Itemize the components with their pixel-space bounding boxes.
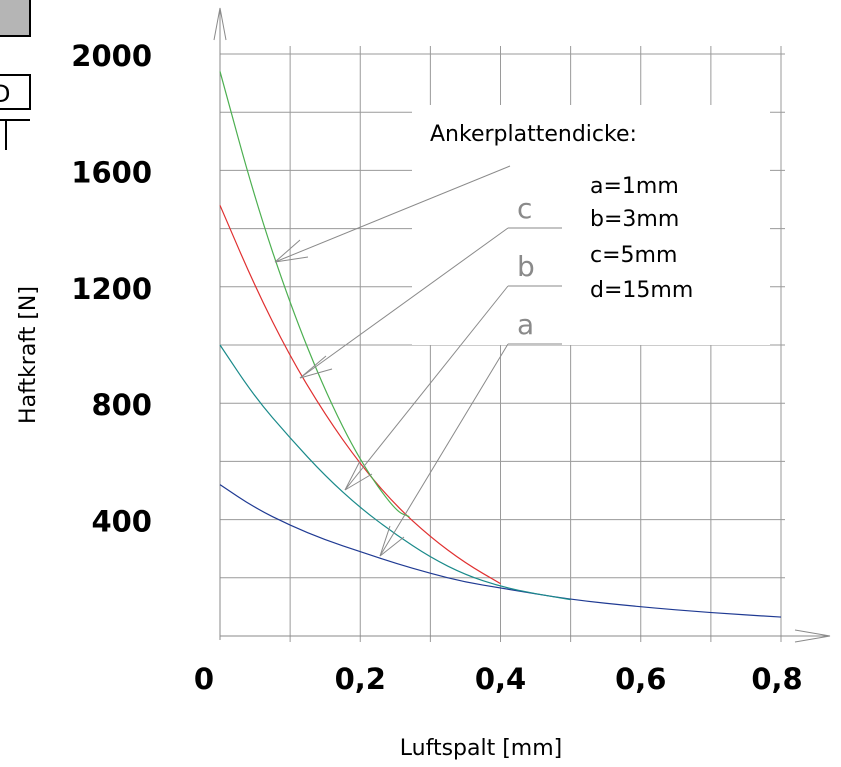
- curve-label-a: a: [517, 308, 534, 341]
- leader-a-arrowhead: [379, 525, 405, 557]
- curve-label-c: c: [517, 192, 532, 225]
- leader-b-arrowhead: [344, 460, 373, 491]
- leader-d: [274, 165, 511, 263]
- y-tick-label: 2000: [71, 39, 152, 73]
- curve-label-b: b: [517, 250, 535, 283]
- series-line-c: [219, 205, 501, 585]
- x-tick-label: 0,6: [615, 662, 666, 696]
- y-tick-label: 400: [91, 505, 152, 539]
- series-line-b: [219, 344, 571, 601]
- legend-entry-b: b=3mm: [590, 207, 679, 232]
- leader-c: [299, 227, 509, 379]
- y-tick-label: 800: [91, 388, 152, 422]
- legend-entry-d: d=15mm: [590, 278, 693, 303]
- x-axis-label: Luftspalt [mm]: [400, 736, 562, 761]
- fragment-box-text: D: [0, 80, 10, 108]
- x-tick-label: 0,2: [335, 662, 386, 696]
- ticks-group: 400 800 1200 1600 2000 0 0,2 0,4 0,6 0,8: [71, 39, 802, 696]
- fragment-outline-box: [0, 74, 31, 110]
- y-tick-label: 1200: [71, 272, 152, 306]
- leader-c-arrowhead: [299, 355, 333, 379]
- series-line-a: [219, 484, 782, 618]
- series-line-d: [219, 71, 410, 518]
- y-axis-label: Haftkraft [N]: [16, 286, 41, 424]
- leader-a: [379, 343, 509, 557]
- x-tick-label: 0,8: [751, 662, 802, 696]
- legend-entry-c: c=5mm: [590, 243, 677, 268]
- legend-box: [412, 105, 770, 345]
- x-tick-label: 0: [194, 662, 214, 696]
- leader-d-arrowhead: [274, 239, 309, 263]
- x-tick-label: 0,4: [475, 662, 526, 696]
- leader-b: [344, 285, 509, 491]
- series-group: [219, 71, 782, 618]
- y-tick-label: 1600: [71, 155, 152, 189]
- legend-title: Ankerplattendicke:: [430, 122, 637, 147]
- axes: [213, 7, 831, 643]
- x-axis-arrowhead: [794, 629, 831, 643]
- legend-entry-a: a=1mm: [590, 174, 679, 199]
- y-axis-arrowhead: [213, 7, 227, 41]
- fragment-gray-box: [0, 0, 31, 37]
